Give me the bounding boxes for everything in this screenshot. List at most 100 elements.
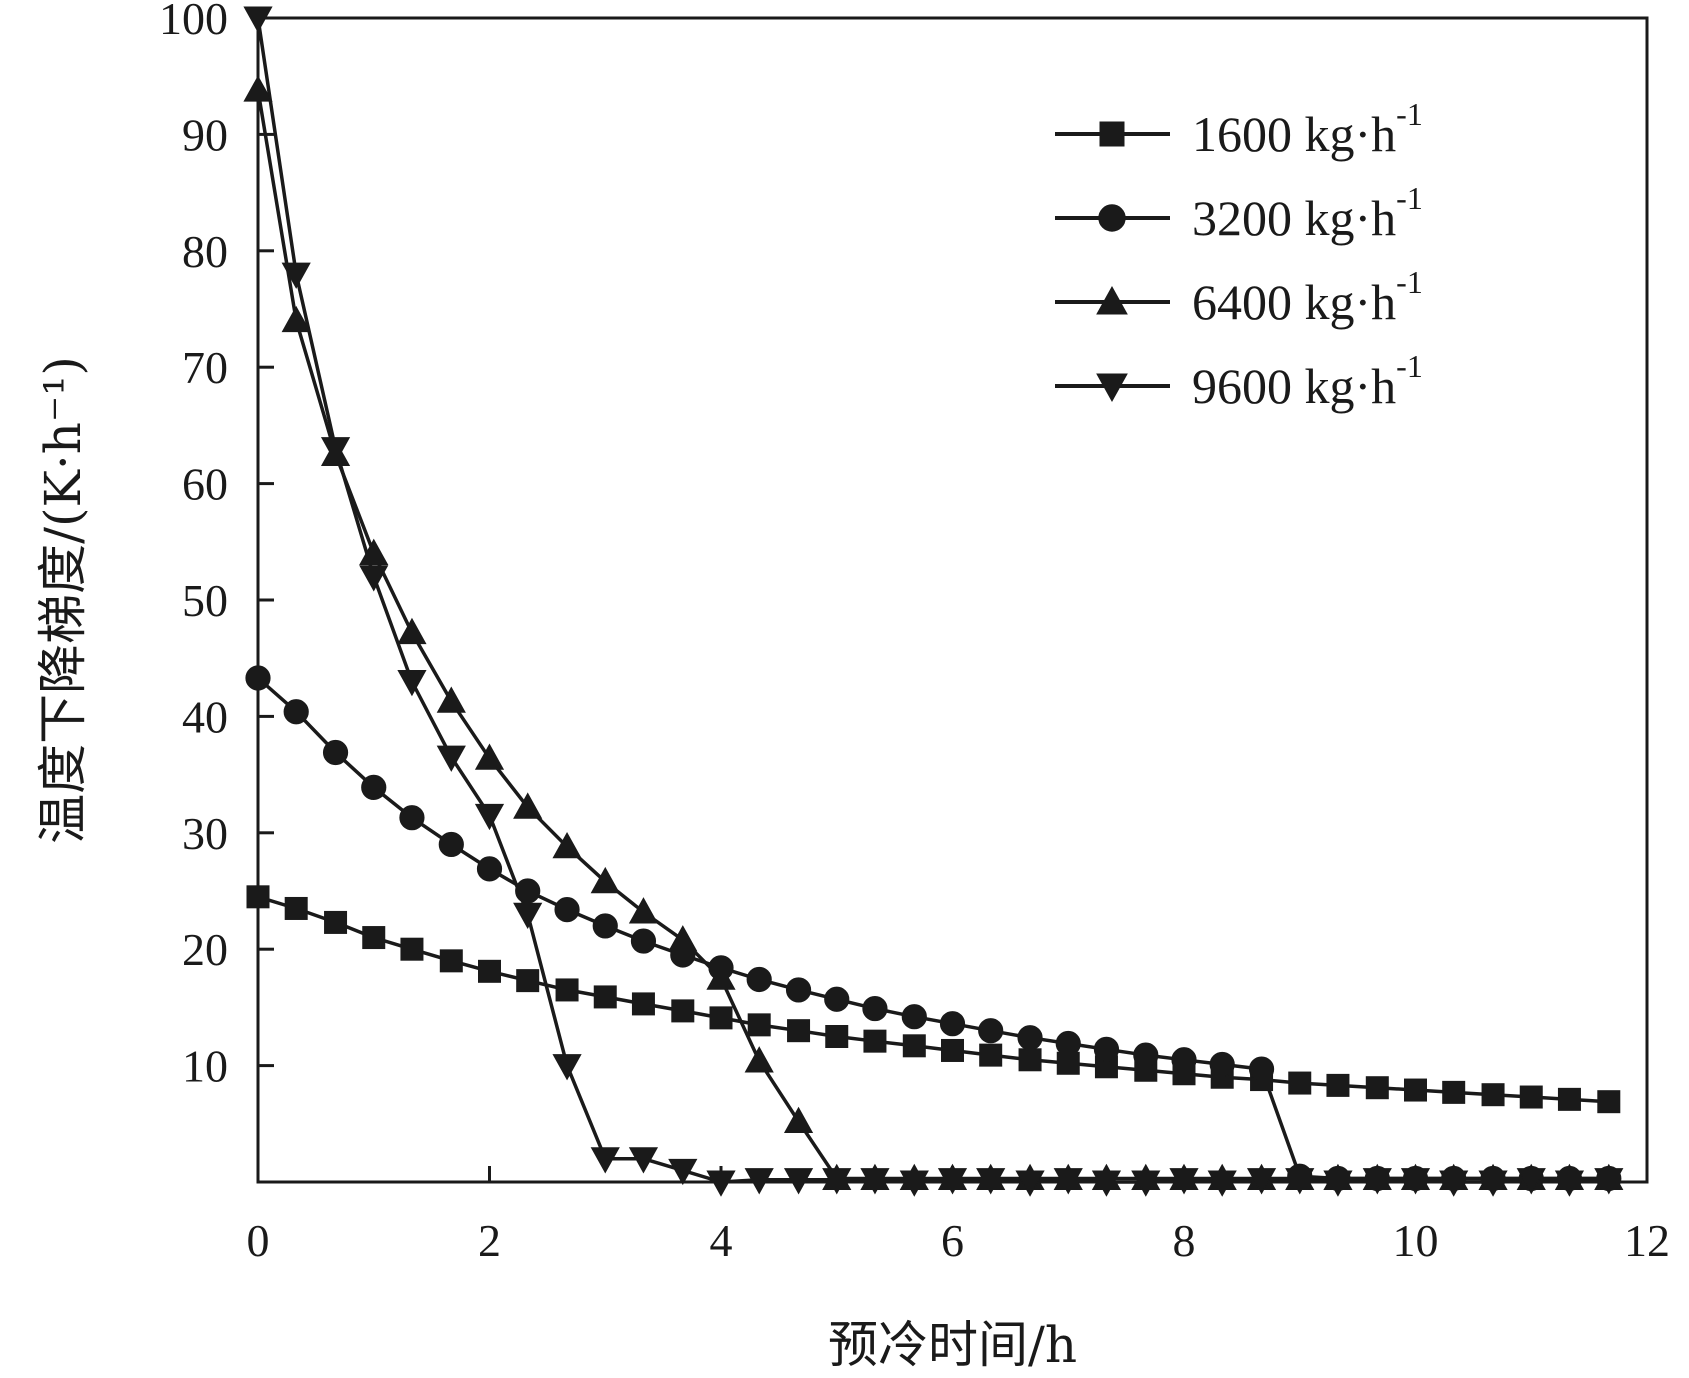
series-1-point <box>671 999 695 1023</box>
series-1-markers <box>246 885 1621 1114</box>
legend-superscript: -1 <box>1396 348 1423 384</box>
series-4-point <box>706 1170 736 1197</box>
series-2-point <box>438 831 464 858</box>
x-tick-label: 8 <box>1173 1215 1196 1266</box>
x-axis-title: 预冷时间/h <box>828 1316 1077 1374</box>
series-1-point <box>825 1025 849 1048</box>
legend-item-4: 9600 kg·h-1 <box>1055 348 1423 414</box>
series-1-point <box>1597 1090 1621 1114</box>
x-tick-label: 0 <box>247 1215 270 1266</box>
series-1-point <box>400 937 424 961</box>
series-3-point <box>668 925 698 952</box>
series-1-point <box>787 1019 811 1043</box>
series-4-point <box>1207 1170 1237 1197</box>
series-2-point <box>1248 1056 1275 1082</box>
series-1-point <box>246 885 270 909</box>
series-1-point <box>1442 1080 1466 1104</box>
series-4-point <box>281 262 311 289</box>
series-4-point <box>359 565 389 592</box>
series-1-point <box>593 985 617 1009</box>
series-2-point <box>1093 1036 1120 1062</box>
series-1-point <box>1404 1078 1427 1102</box>
series-4-point <box>744 1168 774 1195</box>
series-4-point <box>243 6 273 33</box>
legend-label: 3200 kg·h-1 <box>1192 180 1423 246</box>
series-1-point <box>439 949 463 973</box>
series-1-point <box>902 1034 926 1058</box>
series-2-point <box>630 928 657 954</box>
series-1-point <box>709 1006 733 1030</box>
series-2-point <box>862 995 888 1022</box>
y-tick-label: 70 <box>182 342 228 393</box>
series-2-point <box>361 774 387 801</box>
legend-superscript: -1 <box>1396 96 1423 132</box>
series-1-point <box>1288 1071 1312 1095</box>
series-3-point <box>513 792 543 819</box>
x-tick-label: 2 <box>478 1215 501 1266</box>
series-1-point <box>1018 1048 1042 1072</box>
series-1-point <box>1365 1076 1389 1100</box>
series-1-point <box>747 1013 771 1037</box>
series-4-point <box>320 437 351 464</box>
series-1-point <box>1557 1087 1581 1111</box>
series-2-point <box>554 897 580 923</box>
legend-marker <box>1098 204 1126 232</box>
series-4-point <box>1323 1170 1353 1197</box>
series-3-markers <box>243 75 1624 1191</box>
series-2-point <box>1171 1047 1197 1073</box>
series-4-point <box>1091 1170 1122 1197</box>
series-4-point <box>590 1147 620 1174</box>
series-3-point <box>628 897 659 924</box>
legend-item-2: 3200 kg·h-1 <box>1055 180 1423 246</box>
legend: 1600 kg·h-1 3200 kg·h-1 6400 kg·h-1 9600 kg… <box>1055 96 1423 414</box>
series-1-point <box>324 910 348 934</box>
series-1-point <box>1519 1085 1543 1109</box>
series-1-point <box>1481 1083 1505 1107</box>
series-4-point <box>1516 1168 1546 1195</box>
series-4-point <box>1285 1168 1315 1195</box>
series-4-point <box>1169 1168 1199 1195</box>
series-4-point <box>937 1168 968 1195</box>
series-2-point <box>283 699 309 725</box>
legend-label: 9600 kg·h-1 <box>1192 348 1423 414</box>
series-4-point <box>1439 1170 1469 1197</box>
series-2-point <box>322 739 349 766</box>
series-2-point <box>746 966 772 993</box>
series-1-point <box>516 969 540 993</box>
legend-label: 1600 kg·h-1 <box>1192 96 1423 162</box>
y-tick-label: 90 <box>182 109 228 160</box>
plot-frame <box>256 16 1649 1184</box>
series-1-line <box>257 895 1609 1104</box>
series-3-point <box>281 305 311 333</box>
series-4-point <box>822 1168 852 1195</box>
series-4-point <box>513 902 543 930</box>
y-tick-label: 20 <box>182 924 228 975</box>
series-2-point <box>785 977 812 1003</box>
series-4-point <box>1246 1168 1277 1195</box>
series-3-point <box>744 1046 774 1073</box>
series-4-point <box>474 803 505 831</box>
series-4-point <box>860 1168 890 1195</box>
series-1-point <box>631 992 655 1016</box>
y-tick-label: 40 <box>182 691 228 742</box>
series-1-point <box>863 1029 887 1053</box>
series-2-point <box>515 878 541 904</box>
series-4-point <box>1478 1170 1508 1197</box>
series-markers <box>243 6 1624 1197</box>
series-4-point <box>628 1147 659 1174</box>
y-axis-title: 温度下降梯度/(K·h⁻¹) <box>34 356 92 844</box>
series-2-point <box>1055 1030 1081 1057</box>
y-tick-label: 100 <box>159 0 228 44</box>
series-4-markers <box>243 6 1624 1197</box>
y-tick-label: 30 <box>182 808 228 859</box>
series-2-point <box>939 1011 966 1037</box>
series-4-point <box>1053 1168 1083 1195</box>
legend-marker <box>1099 121 1125 147</box>
series-3-point <box>706 963 736 990</box>
x-tick-label: 10 <box>1393 1215 1439 1266</box>
legend-item-3: 6400 kg·h-1 <box>1055 264 1423 330</box>
tick-labels: 0 2 4 6 8 10 12 10 20 30 40 50 60 70 80 90 100 <box>159 0 1670 1266</box>
series-1-point <box>284 896 308 920</box>
series-1-point <box>362 926 386 950</box>
